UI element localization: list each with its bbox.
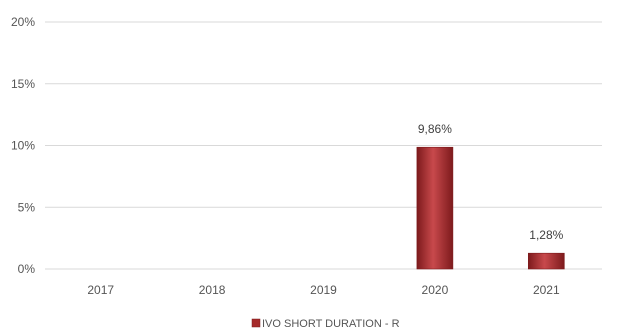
gridlines (45, 21, 602, 270)
y-tick-label: 15% (11, 77, 35, 91)
bar (416, 146, 454, 270)
legend-label: IVO SHORT DURATION - R (262, 318, 400, 330)
bar (527, 252, 565, 270)
data-label: 1,28% (529, 228, 563, 242)
x-tick-label: 2019 (310, 283, 337, 297)
legend: IVO SHORT DURATION - R (251, 318, 400, 330)
data-label: 9,86% (418, 122, 452, 136)
x-tick-label: 2021 (533, 283, 560, 297)
y-tick-label: 5% (18, 200, 36, 214)
x-tick-label: 2020 (422, 283, 449, 297)
y-tick-label: 10% (11, 139, 35, 153)
y-tick-label: 20% (11, 15, 35, 29)
x-tick-label: 2018 (199, 283, 226, 297)
legend-swatch (251, 318, 261, 328)
data-labels: 9,86% 1,28% (418, 122, 564, 242)
x-axis: 2017 2018 2019 2020 2021 (87, 283, 560, 297)
y-axis: 0% 5% 10% 15% 20% (11, 15, 35, 276)
y-tick-label: 0% (18, 262, 36, 276)
x-tick-label: 2017 (87, 283, 114, 297)
bars (416, 146, 565, 270)
